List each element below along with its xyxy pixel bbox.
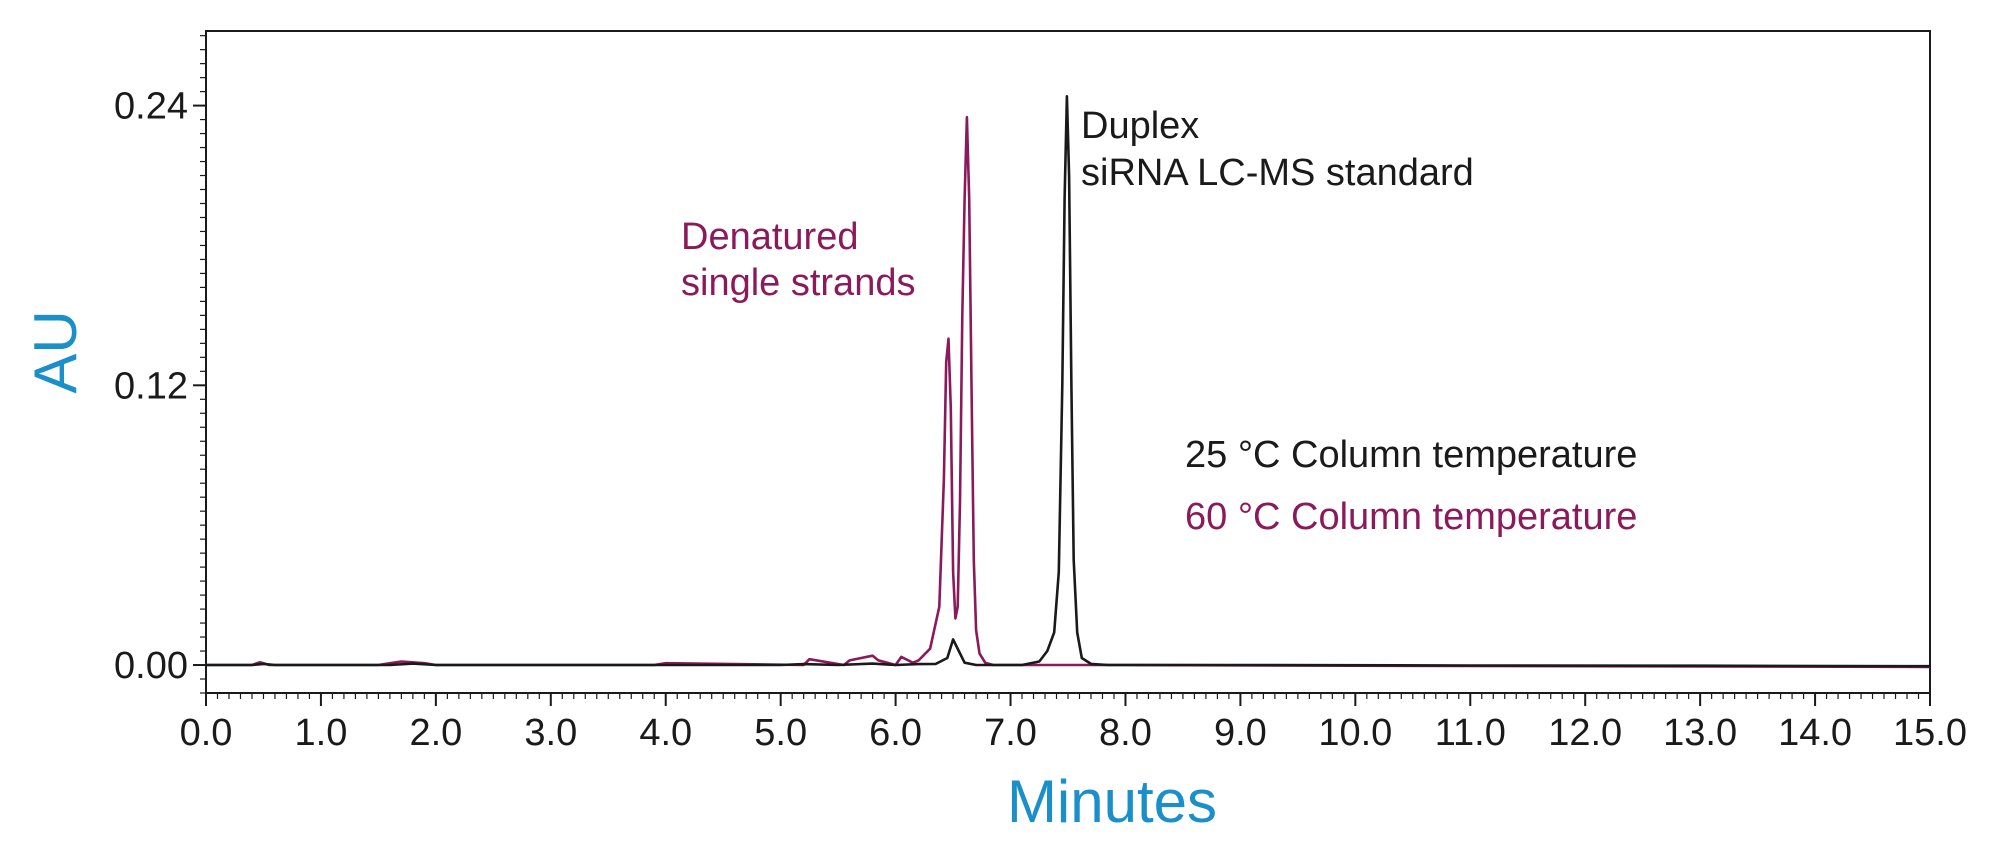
x-tick-label: 7.0 bbox=[984, 712, 1037, 754]
denatured-label-line1: Denatured bbox=[681, 216, 858, 258]
x-tick-label: 4.0 bbox=[639, 712, 692, 754]
x-tick-label: 9.0 bbox=[1214, 712, 1267, 754]
x-tick-labels: 0.0 1.0 2.0 3.0 4.0 5.0 6.0 7.0 8.0 9.0 10.0 11.0 12… bbox=[180, 712, 1967, 754]
legend-60c: 60 °C Column temperature bbox=[1185, 496, 1637, 538]
x-tick-label: 10.0 bbox=[1318, 712, 1392, 754]
duplex-label-line1: Duplex bbox=[1081, 105, 1199, 147]
duplex-label-line2: siRNA LC-MS standard bbox=[1081, 152, 1474, 194]
x-tick-label: 3.0 bbox=[524, 712, 577, 754]
denatured-label-line2: single strands bbox=[681, 262, 915, 304]
y-tick-labels: 0.00 0.12 0.24 bbox=[114, 86, 188, 687]
y-tick-label: 0.00 bbox=[114, 645, 188, 687]
x-tick-label: 11.0 bbox=[1435, 712, 1506, 754]
y-tick-label: 0.12 bbox=[114, 365, 188, 407]
x-tick-label: 0.0 bbox=[180, 712, 233, 754]
major-ticks bbox=[193, 104, 1931, 706]
x-tick-label: 5.0 bbox=[754, 712, 807, 754]
series-line-25C bbox=[206, 95, 1931, 668]
x-tick-label: 8.0 bbox=[1099, 712, 1152, 754]
x-tick-label: 13.0 bbox=[1663, 712, 1737, 754]
x-tick-label: 6.0 bbox=[869, 712, 922, 754]
series-line-60C bbox=[206, 115, 1931, 669]
y-axis-title: AU bbox=[22, 310, 89, 393]
x-axis-title: Minutes bbox=[1007, 768, 1217, 835]
x-tick-label: 12.0 bbox=[1548, 712, 1622, 754]
x-tick-label: 14.0 bbox=[1778, 712, 1852, 754]
series-layer bbox=[206, 95, 1931, 669]
minor-ticks bbox=[200, 35, 1920, 699]
x-tick-label: 2.0 bbox=[409, 712, 462, 754]
y-tick-label: 0.24 bbox=[114, 86, 188, 128]
legend-25c: 25 °C Column temperature bbox=[1185, 434, 1637, 476]
x-tick-label: 1.0 bbox=[295, 712, 348, 754]
x-tick-label: 15.0 bbox=[1893, 712, 1967, 754]
